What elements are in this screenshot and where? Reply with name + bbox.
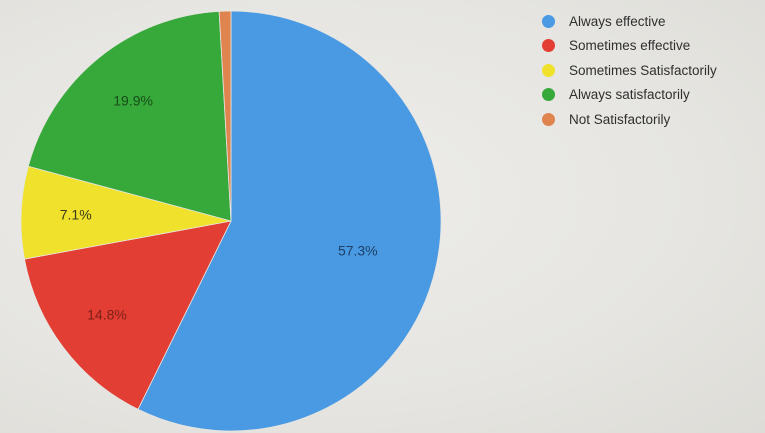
slice-label-always-effective: 57.3% <box>338 243 378 259</box>
legend-label: Always effective <box>569 13 666 29</box>
legend: Always effective Sometimes effective Somet… <box>542 9 717 132</box>
legend-item-sometimes-satisfactorily: Sometimes Satisfactorily <box>542 58 717 83</box>
pie-chart: 57.3% 14.8% 7.1% 19.9% <box>20 10 442 432</box>
slice-label-sometimes-satisfactorily: 7.1% <box>60 207 92 223</box>
legend-item-not-satisfactorily: Not Satisfactorily <box>542 107 717 132</box>
slice-label-always-satisfactorily: 19.9% <box>113 92 153 108</box>
legend-item-sometimes-effective: Sometimes effective <box>542 34 717 59</box>
legend-swatch-icon <box>542 112 555 126</box>
legend-item-always-effective: Always effective <box>542 9 717 34</box>
legend-swatch-icon <box>542 14 555 28</box>
pie-slice-not-satisfactorily <box>218 10 232 222</box>
legend-swatch-icon <box>542 63 555 77</box>
pie-slice-always-effective <box>137 10 442 432</box>
slice-label-sometimes-effective: 14.8% <box>87 307 127 323</box>
legend-label: Sometimes Satisfactorily <box>569 62 717 78</box>
pie-slice-always-satisfactorily <box>27 10 232 222</box>
legend-item-always-satisfactorily: Always satisfactorily <box>542 83 717 108</box>
legend-swatch-icon <box>542 39 555 53</box>
legend-swatch-icon <box>542 88 555 102</box>
legend-label: Sometimes effective <box>569 38 691 54</box>
pie-slice-sometimes-effective <box>24 220 232 410</box>
legend-label: Always satisfactorily <box>569 87 690 103</box>
legend-label: Not Satisfactorily <box>569 111 671 127</box>
